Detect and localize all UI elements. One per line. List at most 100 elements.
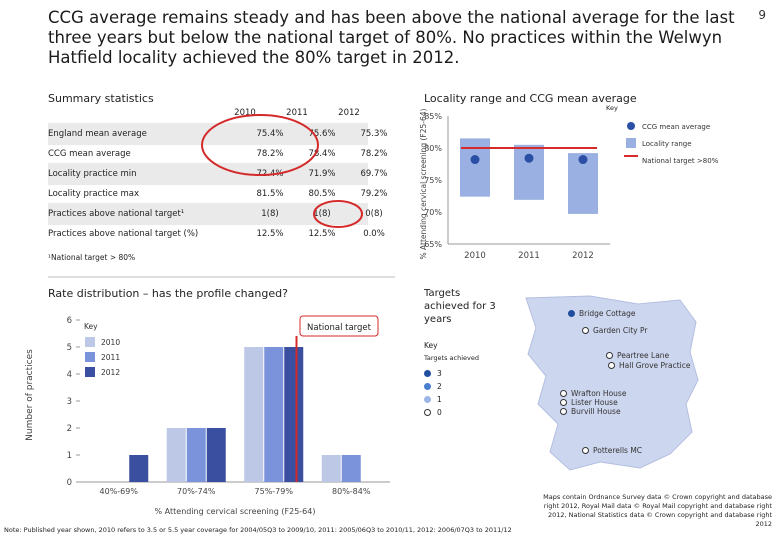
dist-ytick-label: 3 <box>67 397 72 407</box>
cell: 79.2% <box>360 189 388 199</box>
cell: 0.0% <box>363 229 385 239</box>
cell: 78.2% <box>256 149 284 159</box>
map-key-item: 3 <box>424 369 442 378</box>
distribution-key-title: Key <box>84 322 98 331</box>
dist-ytick-label: 5 <box>67 343 72 353</box>
dist-bar-2010 <box>244 347 264 482</box>
practice-label: Potterells MC <box>593 446 643 455</box>
legend-locality-range-swatch <box>626 138 636 148</box>
dist-ytick-label: 6 <box>67 316 72 326</box>
practice-marker: Lister House <box>560 398 618 407</box>
distribution-ylabel: Number of practices <box>25 349 35 441</box>
row-label: Practices above national target¹ <box>48 209 185 219</box>
practice-dot-0-icon <box>560 408 567 415</box>
range-xtick-label: 2011 <box>518 251 540 261</box>
range-ytick-label: 85% <box>424 112 442 121</box>
locality-boundary <box>525 295 699 471</box>
practice-dot-0-icon <box>606 352 613 359</box>
mean-dot <box>470 155 480 165</box>
dist-xtick-label: 80%-84% <box>332 487 371 496</box>
map-title: Targets achieved for 3 years <box>424 288 496 325</box>
legend-locality-range-label: Locality range <box>642 140 692 148</box>
range-ytick-label: 80% <box>424 144 442 153</box>
cell: 75.6% <box>308 129 336 139</box>
copyright-notice: Maps contain Ordnance Survey data © Crow… <box>543 493 772 528</box>
legend-ccg-mean-dot <box>627 122 635 130</box>
range-ylabel: % Attending cervical screening (F25-64) <box>419 108 428 259</box>
cell: 80.5% <box>308 189 336 199</box>
dist-xtick-label: 75%-79% <box>255 487 294 496</box>
practice-label: Hall Grove Practice <box>619 361 691 370</box>
practice-marker: Bridge Cottage <box>568 309 636 318</box>
key-label: 1 <box>437 395 442 404</box>
range-ytick-label: 75% <box>424 176 442 185</box>
highlight-ellipse-2012-target <box>313 200 363 228</box>
national-target-callout <box>299 315 379 337</box>
practice-marker: Potterells MC <box>582 446 642 455</box>
key-label: 0 <box>437 408 442 417</box>
practice-dot-0-icon <box>560 399 567 406</box>
dist-xtick-label: 70%-74% <box>177 487 216 496</box>
row-label: England mean average <box>48 129 147 139</box>
dist-bar-2011 <box>186 428 206 482</box>
practice-dot-0-icon <box>582 327 589 334</box>
range-ytick-label: 70% <box>424 208 442 217</box>
row-label: Locality practice max <box>48 189 140 199</box>
cell: 0(8) <box>365 209 383 219</box>
cell: 78.2% <box>360 149 388 159</box>
table-row: Practices above national target (%) 12.5… <box>48 223 385 245</box>
national-target-callout-label: National target <box>307 323 372 333</box>
locality-map <box>525 295 699 471</box>
table-row: Locality practice max 81.5% 80.5% 79.2% <box>48 183 388 205</box>
legend-2010-label: 2010 <box>101 338 120 347</box>
dist-ytick-label: 1 <box>67 451 72 461</box>
cell: 78.4% <box>308 149 336 159</box>
practice-label: Wrafton House <box>571 389 627 398</box>
practice-dot-0-icon <box>582 447 589 454</box>
year-header-2012: 2012 <box>338 108 360 118</box>
dist-bar-2010 <box>321 455 341 482</box>
key-dot-3-icon <box>424 370 431 377</box>
key-dot-0-icon <box>424 409 431 416</box>
cell: 1(8) <box>313 209 331 219</box>
mean-dot <box>578 155 588 165</box>
key-label: 3 <box>437 369 442 378</box>
key-label: 2 <box>437 382 442 391</box>
dist-ytick-label: 4 <box>67 370 72 380</box>
dist-bar-2010 <box>166 428 186 482</box>
dist-bar-2012 <box>129 455 149 482</box>
map-key-item: 2 <box>424 382 442 391</box>
dist-bar-2012 <box>284 347 304 482</box>
cell: 69.7% <box>360 169 388 179</box>
distribution-title: Rate distribution – has the profile chan… <box>48 287 288 300</box>
cell: 12.5% <box>256 229 284 239</box>
dist-ytick-label: 0 <box>67 478 72 488</box>
range-ytick-label: 65% <box>424 240 442 249</box>
dist-ytick-label: 2 <box>67 424 72 434</box>
dist-bar-2012 <box>206 428 226 482</box>
year-header-2010: 2010 <box>234 108 256 118</box>
cell: 75.4% <box>256 129 284 139</box>
table-footnote: ¹National target > 80% <box>48 253 136 262</box>
range-bar <box>514 144 544 200</box>
mean-dot <box>524 153 534 163</box>
legend-target-label: National target >80% <box>642 157 719 165</box>
map-key-item: 1 <box>424 395 442 404</box>
page-number: 9 <box>758 8 766 22</box>
legend-2011-swatch <box>85 352 95 362</box>
range-chart-title: Locality range and CCG mean average <box>424 92 637 105</box>
range-xtick-label: 2012 <box>572 251 594 261</box>
cell: 1(8) <box>261 209 279 219</box>
practice-label: Peartree Lane <box>617 351 670 360</box>
practice-marker: Garden City Pr <box>582 326 647 335</box>
distribution-xlabel: % Attending cervical screening (F25-64) <box>155 507 316 516</box>
legend-2011-label: 2011 <box>101 353 120 362</box>
map-key-title: Key <box>424 341 438 350</box>
table-row: England mean average 75.4% 75.6% 75.3% <box>48 123 388 145</box>
practice-label: Bridge Cottage <box>579 309 636 318</box>
key-dot-1-icon <box>424 396 431 403</box>
row-label: Practices above national target (%) <box>48 229 199 239</box>
cell: 71.9% <box>308 169 336 179</box>
key-dot-2-icon <box>424 383 431 390</box>
